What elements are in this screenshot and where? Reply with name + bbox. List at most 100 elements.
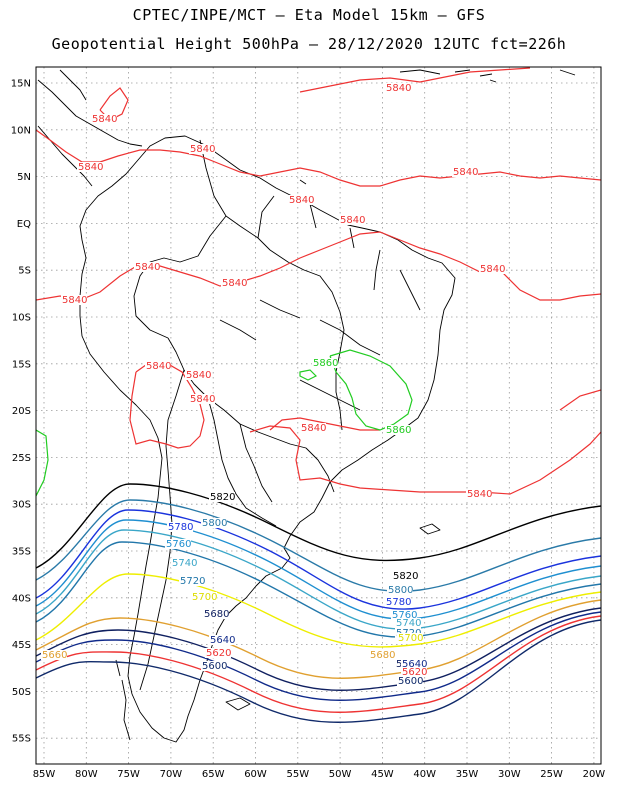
contour-label-bg	[201, 518, 227, 528]
contour-label: 5840	[186, 370, 211, 381]
lat-tick-label: 20S	[12, 406, 31, 417]
contour-5720	[36, 541, 601, 638]
contour-label-bg	[385, 425, 411, 435]
contour-5800	[36, 499, 601, 592]
lat-tick-label: 5N	[17, 172, 31, 183]
title-line-1: CPTEC/INPE/MCT – Eta Model 15km – GFS	[132, 6, 486, 24]
chile-archipelago	[115, 659, 131, 741]
south-america-coastline	[79, 135, 456, 743]
contour-5780	[36, 509, 601, 610]
contour-5600	[36, 619, 601, 723]
contour-label-bg	[209, 635, 235, 645]
contour-label-bg	[397, 676, 423, 686]
lat-tick-label: 55S	[12, 734, 31, 745]
contour-label: 5840	[92, 114, 117, 125]
contour-label: 5840	[146, 361, 171, 372]
contour-label: 5600	[202, 661, 227, 672]
lon-tick-label: 80W	[75, 769, 98, 780]
contour-label-bg	[189, 144, 215, 154]
graticule-grid	[36, 67, 601, 764]
lon-tick-label: 25W	[540, 769, 563, 780]
contour-5680	[36, 599, 601, 679]
contour-labels: 5840 5840 5840 5840 5840 5840 5840 5840 5840 5840…	[41, 83, 505, 687]
contour-label-bg	[61, 295, 87, 305]
contour-label-bg	[205, 648, 231, 658]
contour-label: 5640	[402, 659, 427, 670]
longitude-axis: 85W 80W 75W 70W 65W 60W 55W 50W 45W 40W 35W 30W 25W 2…	[33, 769, 606, 780]
lon-tick-label: 70W	[160, 769, 183, 780]
contour-label: 5800	[202, 518, 227, 529]
contour-label: 5700	[192, 592, 217, 603]
contour-label-bg	[401, 667, 427, 677]
contour-label: 5720	[180, 576, 205, 587]
contour-label: 5680	[204, 609, 229, 620]
lat-tick-label: 15S	[12, 359, 31, 370]
lon-tick-label: 50W	[329, 769, 352, 780]
lon-tick-label: 40W	[413, 769, 436, 780]
contour-label-bg	[209, 492, 235, 502]
contour-label-bg	[391, 610, 417, 620]
contour-label: 5780	[168, 522, 193, 533]
contour-5740	[36, 529, 601, 630]
contour-label-bg	[191, 592, 217, 602]
contour-label: 5600	[398, 676, 423, 687]
lon-tick-label: 55W	[286, 769, 309, 780]
contour-label: 5800	[388, 585, 413, 596]
lat-tick-label: 30S	[12, 500, 31, 511]
contour-label-bg	[339, 215, 365, 225]
contour-5640	[36, 611, 601, 701]
south-georgia	[419, 523, 441, 535]
contour-label: 5860	[386, 425, 411, 436]
contour-label-bg	[201, 661, 227, 671]
contour-label-bg	[392, 571, 418, 581]
lat-tick-label: EQ	[17, 219, 31, 230]
lat-tick-label: 50S	[12, 687, 31, 698]
contour-label: 5740	[396, 618, 421, 629]
contour-label-bg	[312, 358, 338, 368]
lat-tick-label: 40S	[12, 593, 31, 604]
contour-label-bg	[167, 522, 193, 532]
contour-label-bg	[77, 162, 103, 172]
lon-tick-label: 65W	[202, 769, 225, 780]
contour-label: 5840	[190, 394, 215, 405]
lat-tick-label: 15N	[11, 79, 31, 90]
contour-label-bg	[452, 167, 478, 177]
contour-label-bg	[221, 278, 247, 288]
contour-label-bg	[395, 618, 421, 628]
contour-label-bg	[369, 650, 395, 660]
lat-tick-label: 25S	[12, 453, 31, 464]
falkland-islands	[225, 697, 251, 711]
contour-label: 5840	[467, 489, 492, 500]
lat-tick-label: 45S	[12, 640, 31, 651]
contour-label: 5620	[206, 648, 231, 659]
contour-5760	[36, 519, 601, 620]
lon-tick-label: 45W	[371, 769, 394, 780]
contour-label: 5780	[386, 597, 411, 608]
southern-contours	[36, 483, 601, 723]
contour-label-bg	[385, 597, 411, 607]
contour-label-bg	[165, 539, 191, 549]
contour-label-bg	[189, 394, 215, 404]
contour-label: 5840	[62, 295, 87, 306]
contour-label: 5840	[386, 83, 411, 94]
contour-label: 5740	[172, 558, 197, 569]
contour-label-bg	[300, 423, 326, 433]
lon-tick-label: 30W	[498, 769, 521, 780]
lat-tick-label: 5S	[18, 266, 31, 277]
latitude-axis: 15N 10N 5N EQ 5S 10S 15S 20S 25S 30S 35S 40S 45S 50S 5…	[11, 79, 31, 745]
lon-tick-label: 85W	[33, 769, 56, 780]
map-frame	[35, 66, 602, 765]
contour-label-bg	[91, 114, 117, 124]
contour-5620	[36, 615, 601, 713]
lon-tick-label: 35W	[456, 769, 479, 780]
contour-label: 5680	[370, 650, 395, 661]
contour-label-bg	[145, 361, 171, 371]
contour-label-bg	[479, 264, 505, 274]
contour-5820	[36, 483, 601, 569]
contour-label: 5840	[289, 195, 314, 206]
contour-label: 5760	[166, 539, 191, 550]
contour-label-bg	[171, 558, 197, 568]
title-line-2: Geopotential Height 500hPa – 28/12/2020 …	[51, 35, 567, 53]
lat-tick-label: 35S	[12, 547, 31, 558]
lon-tick-label: 60W	[244, 769, 267, 780]
